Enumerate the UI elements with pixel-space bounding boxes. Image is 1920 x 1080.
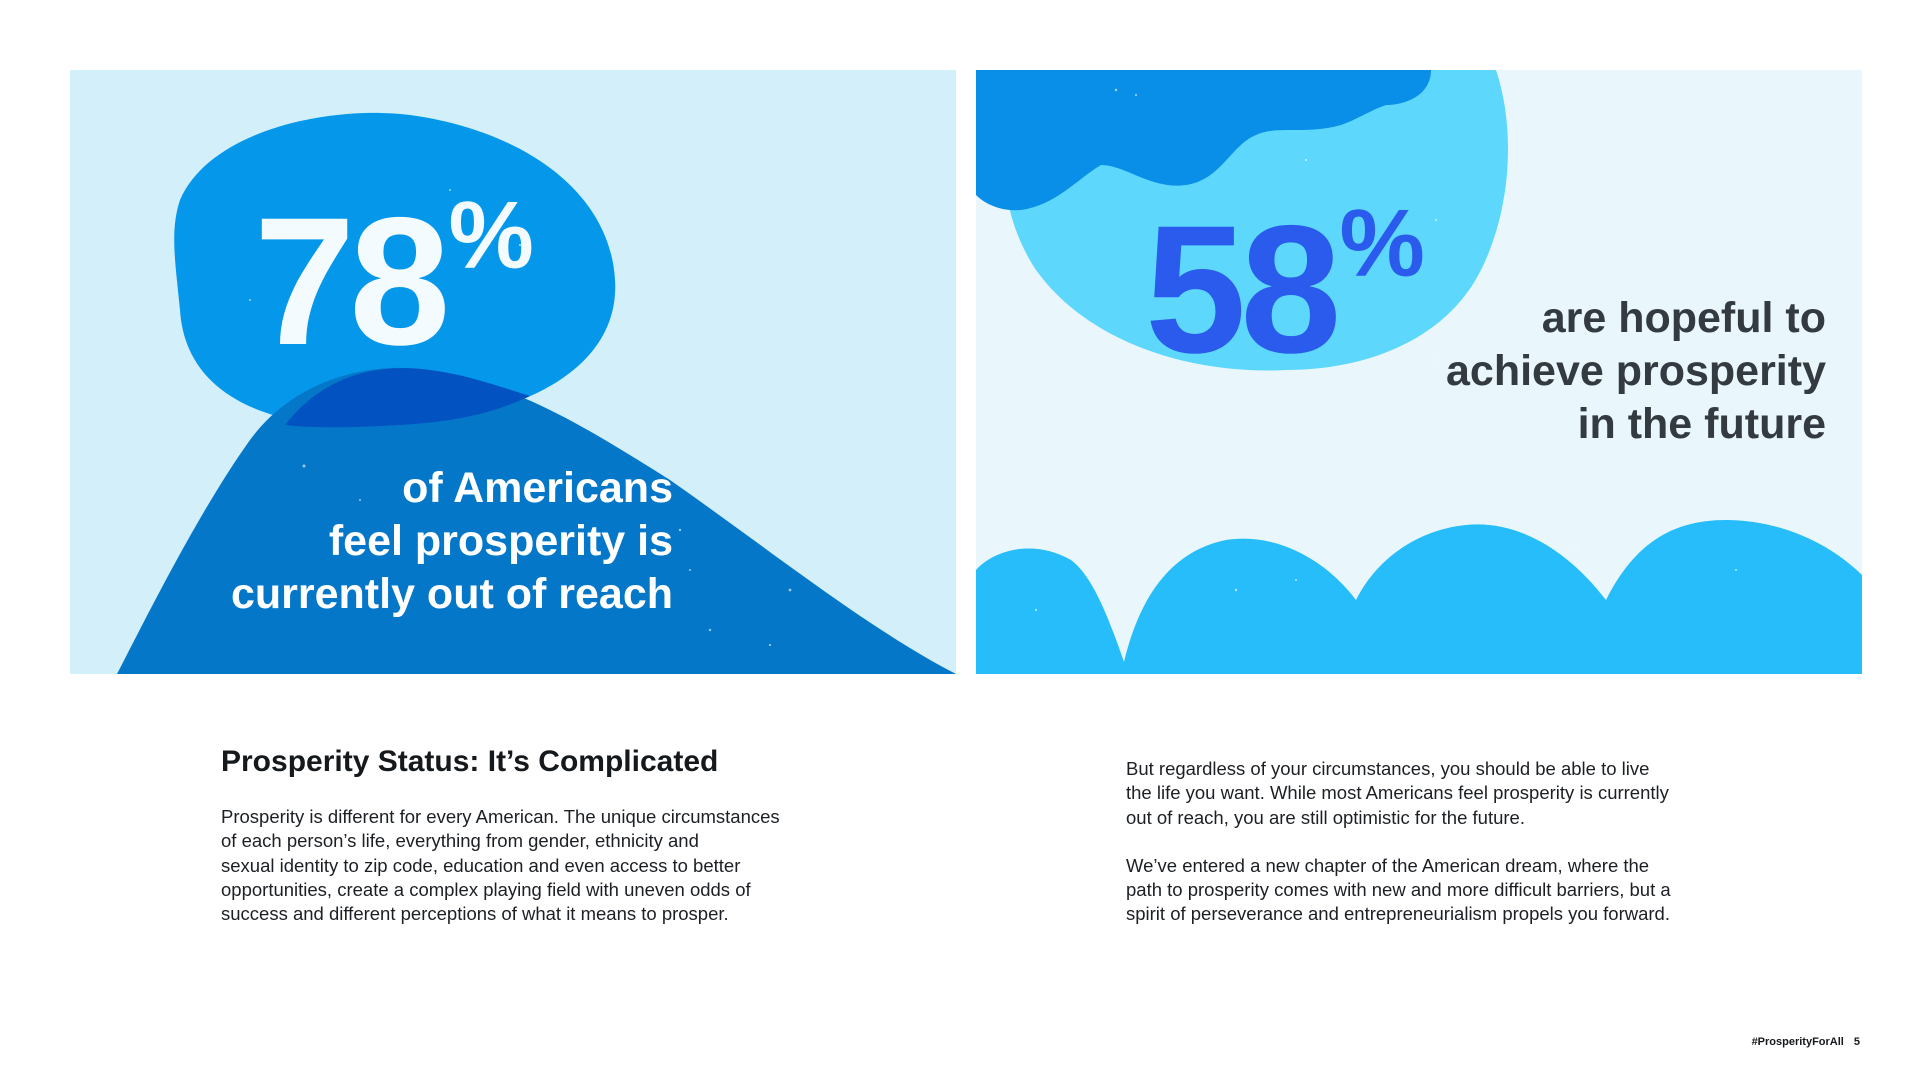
paragraph-line: success and different perceptions of wha… (221, 903, 729, 925)
stat-panel-right: 58% are hopeful to achieve prosperity in… (976, 70, 1862, 674)
paragraph-line: sexual identity to zip code, education a… (221, 854, 741, 876)
caption-line: achieve prosperity (1445, 347, 1826, 395)
caption-line: currently out of reach (230, 570, 673, 618)
scallop-hills-shape (976, 520, 1862, 674)
stat-number: 58 (1145, 187, 1341, 391)
stat-58-percent: 58% (1145, 190, 1425, 381)
stat-78-percent: 78% (254, 182, 534, 373)
cloud-shape (976, 70, 1431, 211)
right-paragraph-1: But regardless of your circumstances, yo… (1126, 757, 1726, 830)
paragraph-line: the life you want. While most Americans … (1126, 782, 1669, 804)
caption-line: are hopeful to (1541, 294, 1826, 342)
speckles (249, 189, 792, 647)
paragraph-line: We’ve entered a new chapter of the Ameri… (1126, 854, 1650, 876)
stat-panel-left: 78% of Americans feel prosperity is curr… (70, 70, 956, 674)
speckles (1034, 88, 1737, 612)
stat-caption-right: are hopeful to achieve prosperity in the… (1306, 292, 1826, 451)
paragraph-line: of each person’s life, everything from g… (221, 830, 699, 852)
right-illustration (976, 70, 1862, 674)
hill-shape (117, 367, 956, 674)
section-heading: Prosperity Status: It’s Complicated (221, 745, 719, 778)
page-number: 5 (1853, 1036, 1860, 1048)
left-illustration (117, 112, 956, 674)
right-paragraph-2: We’ve entered a new chapter of the Ameri… (1126, 854, 1726, 927)
stat-number: 78 (254, 179, 450, 383)
caption-line: in the future (1577, 400, 1826, 448)
blue-blob-shape (174, 112, 616, 427)
footer-hashtag: #ProsperityForAll (1751, 1036, 1844, 1048)
stat-caption-left: of Americans feel prosperity is currentl… (153, 462, 673, 621)
paragraph-line: out of reach, you are still optimistic f… (1126, 806, 1525, 828)
right-paragraphs: But regardless of your circumstances, yo… (1126, 757, 1726, 927)
paragraph-line: Prosperity is different for every Americ… (221, 806, 780, 827)
percent-sign: % (448, 182, 534, 289)
paragraph-line: opportunities, create a complex playing … (221, 878, 751, 900)
page-footer: #ProsperityForAll 5 (1752, 1036, 1860, 1048)
left-paragraph: Prosperity is different for every Americ… (221, 805, 841, 926)
paragraph-line: path to prosperity comes with new and mo… (1126, 879, 1671, 901)
paragraph-line: spirit of perseverance and entrepreneuri… (1126, 903, 1670, 925)
caption-line: feel prosperity is (328, 517, 673, 565)
percent-sign: % (1339, 190, 1425, 297)
caption-line: of Americans (402, 464, 673, 512)
overlap-shape (285, 368, 530, 428)
paragraph-line: But regardless of your circumstances, yo… (1126, 758, 1650, 779)
